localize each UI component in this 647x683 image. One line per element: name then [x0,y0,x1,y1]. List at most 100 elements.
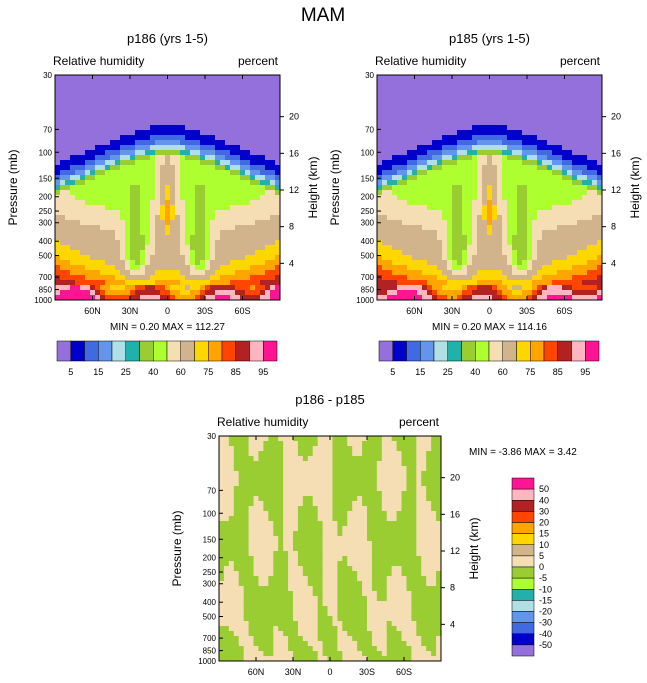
contour-cell [175,175,181,181]
contour-cell [502,270,508,276]
contour-cell [597,295,603,301]
contour-cell [427,245,433,251]
contour-cell [200,145,206,151]
colorbar-swatch [56,340,71,362]
contour-cell [243,486,249,492]
contour-cell [412,115,418,121]
contour-cell [382,205,388,211]
contour-cell [572,250,578,256]
contour-cell [275,140,281,146]
contour-cell [422,295,428,301]
contour-cell [170,215,176,221]
contour-cell [557,135,563,141]
contour-cell [110,225,116,231]
contour-cell [437,210,443,216]
contour-cell [110,285,116,291]
contour-cell [65,150,71,156]
contour-cell [532,200,538,206]
contour-cell [95,190,101,196]
contour-cell [223,571,230,577]
contour-cell [255,110,261,116]
contour-cell [492,215,498,221]
contour-cell [150,105,156,111]
contour-cell [387,175,393,181]
contour-cell [577,85,583,91]
contour-cell [115,190,121,196]
contour-cell [130,290,136,296]
contour-cell [297,551,304,557]
contour-cell [592,285,598,291]
contour-cell [200,250,206,256]
contour-cell [527,180,533,186]
contour-cell [210,135,216,141]
contour-cell [233,511,240,517]
contour-cell [90,250,96,256]
contour-cell [248,551,254,557]
contour-cell [60,125,66,131]
contour-cell [235,260,241,266]
contour-cell [75,275,81,281]
contour-cell [233,531,240,537]
contour-cell [265,285,271,291]
contour-cell [115,150,121,156]
contour-cell [160,90,166,96]
colorbar-swatch [98,340,113,362]
contour-cell [270,275,276,281]
contour-cell [205,160,211,166]
contour-cell [200,185,206,191]
contour-cell [150,190,156,196]
contour-cell [243,481,249,487]
contour-cell [75,190,81,196]
contour-cell [567,110,573,116]
contour-cell [517,125,523,131]
contour-cell [517,120,523,126]
contour-cell [447,190,453,196]
contour-cell [417,245,423,251]
contour-cell [288,461,294,467]
contour-cell [472,110,478,116]
contour-cell [402,230,408,236]
contour-cell [150,75,156,81]
contour-cell [507,220,513,226]
contour-cell [245,235,251,241]
contour-cell [170,250,176,256]
contour-cell [377,185,383,191]
contour-cell [145,125,151,131]
contour-cell [248,576,254,582]
contour-cell [517,260,523,266]
contour-cell [80,210,86,216]
contour-cell [517,90,523,96]
contour-cell [110,215,116,221]
contour-cell [472,145,478,151]
contour-cell [60,275,66,281]
contour-cell [293,506,299,512]
contour-cell [95,285,101,291]
contour-cell [170,280,176,286]
contour-cell [447,275,453,281]
contour-cell [65,275,71,281]
contour-cell [210,190,216,196]
contour-cell [517,275,523,281]
contour-cell [432,280,438,286]
contour-cell [105,155,111,161]
contour-cell [268,656,274,662]
contour-cell [562,280,568,286]
contour-cell [517,165,523,171]
contour-cell [592,195,598,201]
contour-cell [487,180,493,186]
contour-cell [437,230,443,236]
contour-cell [160,265,166,271]
y-tick-label: 200 [39,193,53,202]
contour-cell [228,436,235,442]
contour-cell [120,225,126,231]
contour-cell [422,95,428,101]
contour-cell [195,165,201,171]
contour-cell [517,105,523,111]
contour-cell [265,90,271,96]
contour-cell [205,285,211,291]
contour-cell [437,235,443,241]
contour-cell [537,215,543,221]
contour-cell [65,230,71,236]
contour-cell [427,220,433,226]
contour-cell [160,145,166,151]
